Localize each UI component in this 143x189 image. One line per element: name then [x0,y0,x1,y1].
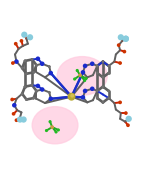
Circle shape [48,71,53,75]
Ellipse shape [57,57,107,95]
Ellipse shape [32,107,78,144]
Circle shape [48,120,52,123]
Circle shape [12,112,15,116]
Circle shape [107,64,110,67]
Circle shape [27,34,33,40]
Circle shape [11,61,15,65]
Circle shape [40,87,44,92]
Circle shape [117,43,121,47]
Circle shape [67,93,76,101]
Circle shape [21,67,24,70]
Circle shape [32,97,35,99]
Circle shape [126,116,132,122]
Circle shape [118,61,122,65]
Circle shape [123,36,129,42]
Circle shape [35,90,38,92]
Circle shape [24,60,26,62]
Circle shape [85,77,88,80]
Circle shape [36,57,40,61]
Circle shape [78,73,82,77]
Circle shape [124,111,128,115]
Circle shape [41,88,44,91]
Circle shape [31,58,34,61]
Circle shape [36,84,40,88]
Circle shape [107,90,110,92]
Circle shape [14,59,19,64]
Circle shape [91,87,94,90]
Circle shape [12,103,17,108]
Circle shape [73,77,76,81]
Circle shape [96,97,99,99]
Circle shape [20,39,23,43]
Circle shape [21,92,24,95]
Circle shape [84,64,87,67]
Circle shape [31,84,34,87]
Circle shape [118,101,122,104]
Circle shape [15,118,18,122]
Circle shape [83,64,87,68]
Circle shape [25,72,28,75]
Circle shape [107,72,110,74]
Circle shape [126,123,130,127]
Circle shape [96,90,99,92]
Circle shape [70,94,74,98]
Circle shape [25,98,28,101]
Circle shape [90,61,95,66]
Circle shape [84,90,87,92]
Circle shape [21,32,27,38]
Circle shape [119,36,123,39]
Circle shape [24,85,26,88]
Circle shape [20,116,27,123]
Circle shape [14,42,18,46]
Circle shape [57,128,60,132]
Circle shape [83,79,86,82]
Circle shape [107,97,110,99]
Circle shape [10,98,14,101]
Circle shape [22,33,26,37]
Circle shape [91,62,94,65]
Circle shape [76,69,79,72]
Circle shape [102,85,104,88]
Circle shape [123,36,129,42]
Circle shape [45,129,48,132]
Circle shape [50,125,54,129]
Circle shape [41,62,44,65]
Circle shape [102,76,104,79]
Circle shape [83,89,87,93]
Circle shape [40,61,44,66]
Circle shape [102,101,104,104]
Circle shape [81,95,85,100]
Circle shape [48,91,51,94]
Circle shape [96,64,99,67]
Circle shape [35,64,38,67]
Circle shape [48,97,53,101]
Circle shape [118,34,124,40]
Circle shape [32,71,35,74]
Circle shape [90,87,95,91]
Circle shape [96,72,99,74]
Circle shape [123,50,126,53]
Circle shape [54,130,58,134]
Circle shape [102,60,104,63]
Circle shape [17,116,23,123]
Circle shape [81,70,85,75]
Circle shape [48,65,51,68]
